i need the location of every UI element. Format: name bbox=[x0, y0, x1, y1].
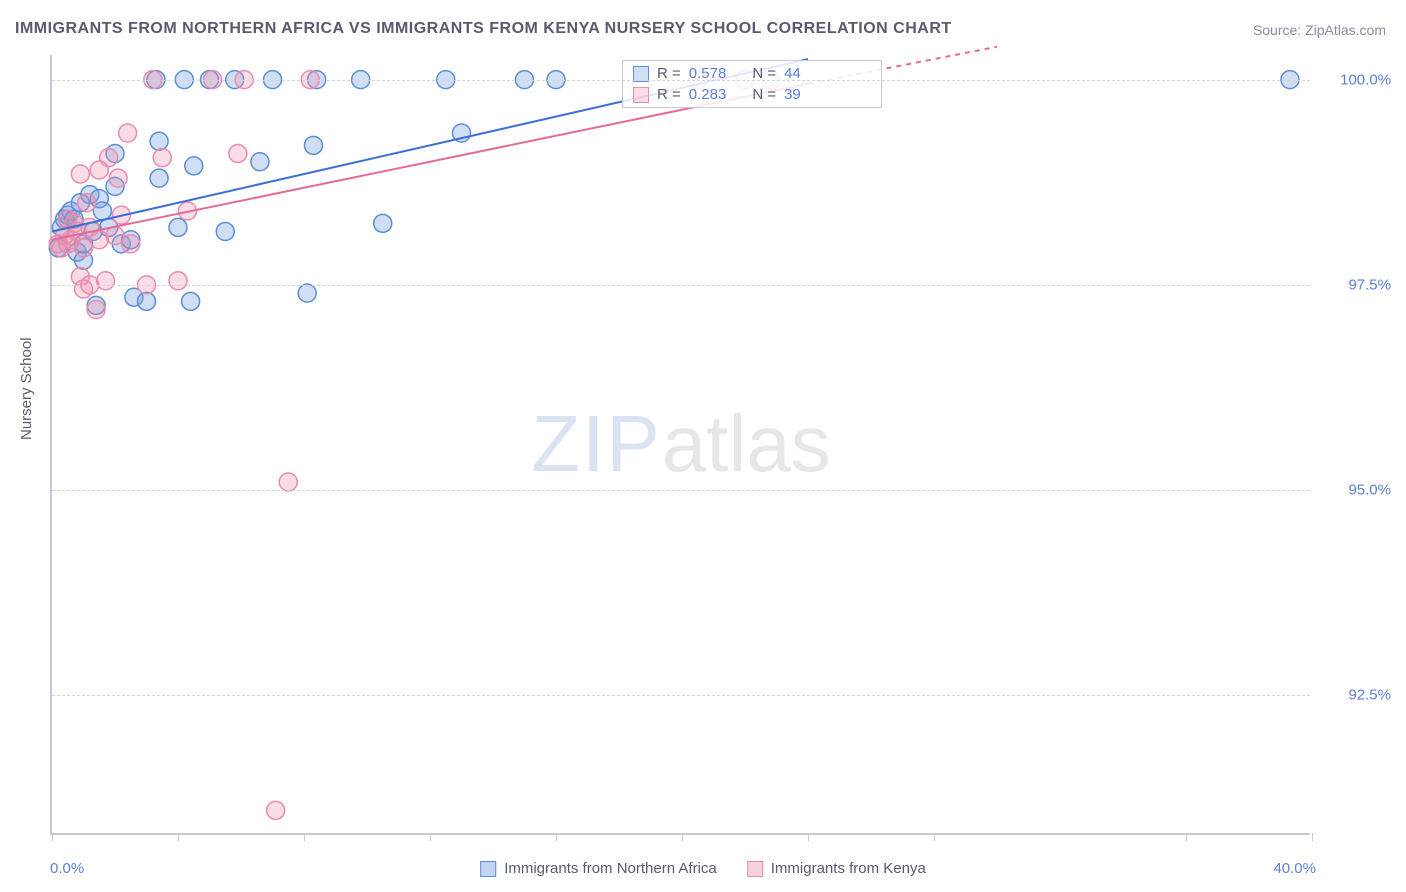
legend-swatch bbox=[633, 87, 649, 103]
x-tick bbox=[808, 833, 809, 841]
x-axis-min-label: 0.0% bbox=[50, 860, 84, 877]
x-tick bbox=[934, 833, 935, 841]
data-point bbox=[267, 801, 285, 819]
legend-swatch bbox=[480, 861, 496, 877]
data-point bbox=[122, 235, 140, 253]
chart-plot-area: ZIPatlas R = 0.578 N = 44 R = 0.283 N = … bbox=[50, 55, 1310, 835]
data-point bbox=[119, 124, 137, 142]
x-tick bbox=[682, 833, 683, 841]
y-tick-label: 97.5% bbox=[1348, 276, 1391, 293]
gridline bbox=[52, 490, 1310, 491]
y-tick-label: 100.0% bbox=[1340, 71, 1391, 88]
y-axis-label: Nursery School bbox=[18, 337, 35, 440]
data-point bbox=[169, 218, 187, 236]
data-point bbox=[109, 169, 127, 187]
legend-swatch bbox=[747, 861, 763, 877]
legend-label: Immigrants from Kenya bbox=[771, 860, 926, 877]
x-tick bbox=[1186, 833, 1187, 841]
x-axis-max-label: 40.0% bbox=[1273, 860, 1316, 877]
y-tick-label: 95.0% bbox=[1348, 482, 1391, 499]
x-tick bbox=[1312, 833, 1313, 841]
data-point bbox=[78, 194, 96, 212]
data-point bbox=[229, 145, 247, 163]
x-tick bbox=[430, 833, 431, 841]
stats-row: R = 0.283 N = 39 bbox=[623, 84, 881, 105]
gridline bbox=[52, 285, 1310, 286]
data-point bbox=[185, 157, 203, 175]
data-point bbox=[298, 284, 316, 302]
data-point bbox=[374, 214, 392, 232]
data-point bbox=[169, 272, 187, 290]
source-attribution: Source: ZipAtlas.com bbox=[1253, 22, 1386, 38]
data-point bbox=[304, 136, 322, 154]
stat-r-value: 0.283 bbox=[689, 86, 727, 103]
stats-legend-box: R = 0.578 N = 44 R = 0.283 N = 39 bbox=[622, 60, 882, 108]
legend-item: Immigrants from Northern Africa bbox=[480, 860, 717, 877]
y-tick-label: 92.5% bbox=[1348, 687, 1391, 704]
gridline bbox=[52, 695, 1310, 696]
data-point bbox=[150, 132, 168, 150]
stat-n-value: 39 bbox=[784, 86, 801, 103]
legend-label: Immigrants from Northern Africa bbox=[504, 860, 717, 877]
gridline bbox=[52, 80, 1310, 81]
data-point bbox=[150, 169, 168, 187]
data-point bbox=[71, 165, 89, 183]
data-point bbox=[153, 149, 171, 167]
data-point bbox=[216, 223, 234, 241]
data-point bbox=[279, 473, 297, 491]
stat-r-label: R = bbox=[657, 86, 681, 103]
stats-row: R = 0.578 N = 44 bbox=[623, 63, 881, 84]
x-tick bbox=[304, 833, 305, 841]
data-point bbox=[138, 292, 156, 310]
bottom-legend: Immigrants from Northern Africa Immigrant… bbox=[480, 860, 926, 877]
data-point bbox=[182, 292, 200, 310]
stat-n-label: N = bbox=[752, 86, 776, 103]
x-tick bbox=[178, 833, 179, 841]
x-tick bbox=[556, 833, 557, 841]
data-point bbox=[87, 301, 105, 319]
data-point bbox=[100, 149, 118, 167]
legend-item: Immigrants from Kenya bbox=[747, 860, 926, 877]
chart-title: IMMIGRANTS FROM NORTHERN AFRICA VS IMMIG… bbox=[15, 20, 952, 38]
x-tick bbox=[52, 833, 53, 841]
data-point bbox=[251, 153, 269, 171]
scatter-svg bbox=[52, 55, 1310, 833]
data-point bbox=[97, 272, 115, 290]
